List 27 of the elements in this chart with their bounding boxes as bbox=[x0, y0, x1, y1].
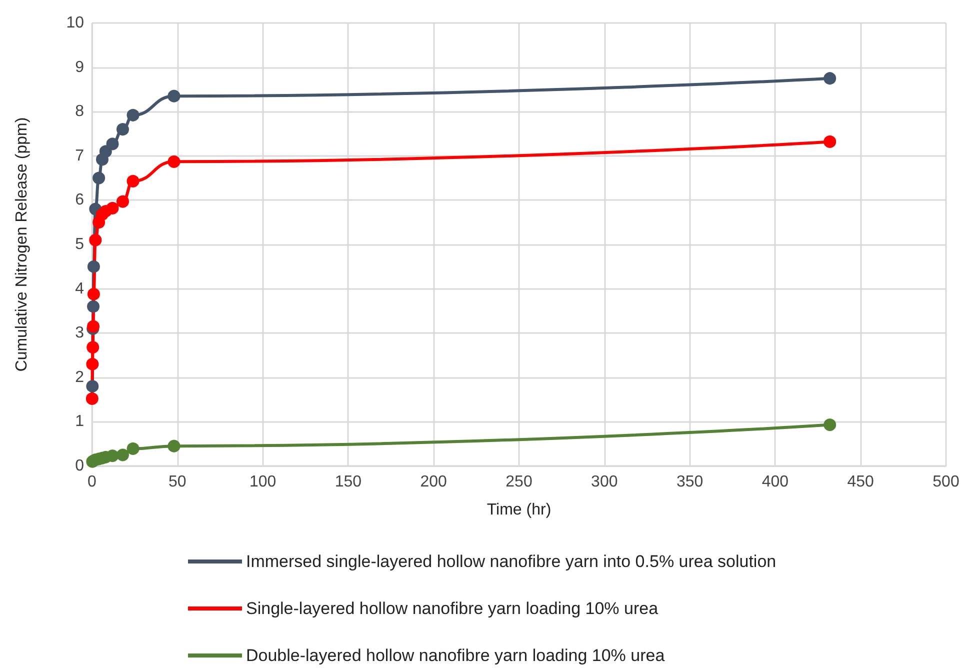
legend-label: Immersed single-layered hollow nanofibre yarn into 0.5% urea solution bbox=[246, 552, 776, 571]
x-tick-label: 200 bbox=[420, 474, 448, 490]
x-tick-label: 350 bbox=[676, 474, 704, 490]
x-tick-label: 500 bbox=[932, 474, 960, 490]
y-tick-label: 2 bbox=[75, 368, 84, 386]
x-tick-label: 150 bbox=[334, 474, 362, 490]
y-tick-label: 6 bbox=[75, 192, 84, 209]
x-tick-label: 50 bbox=[168, 474, 186, 490]
y-axis-title: Cumulative Nitrogen Release (ppm) bbox=[14, 117, 30, 372]
y-tick-label: 7 bbox=[75, 147, 84, 164]
legend-label: Single-layered hollow nanofibre yarn loading 10% urea bbox=[246, 599, 659, 618]
x-tick-label: 100 bbox=[249, 474, 276, 490]
y-tick-label: 3 bbox=[75, 324, 84, 342]
legend-label: Double-layered hollow nanofibre yarn loading 10% urea bbox=[246, 646, 666, 665]
y-tick-label: 9 bbox=[75, 58, 84, 76]
x-axis-title: Time (hr) bbox=[486, 502, 552, 518]
x-tick-label: 250 bbox=[506, 474, 532, 490]
x-tick-label: 0 bbox=[88, 474, 97, 490]
y-tick-label: 10 bbox=[66, 14, 84, 32]
x-tick-label: 450 bbox=[847, 474, 874, 490]
y-tick-label: 5 bbox=[75, 236, 84, 253]
x-tick-label: 400 bbox=[762, 474, 789, 490]
y-tick-label: 1 bbox=[75, 413, 84, 430]
x-tick-label: 300 bbox=[591, 474, 618, 490]
y-tick-label: 4 bbox=[75, 280, 84, 298]
y-tick-label: 0 bbox=[75, 458, 84, 474]
y-tick-label: 8 bbox=[75, 103, 84, 120]
